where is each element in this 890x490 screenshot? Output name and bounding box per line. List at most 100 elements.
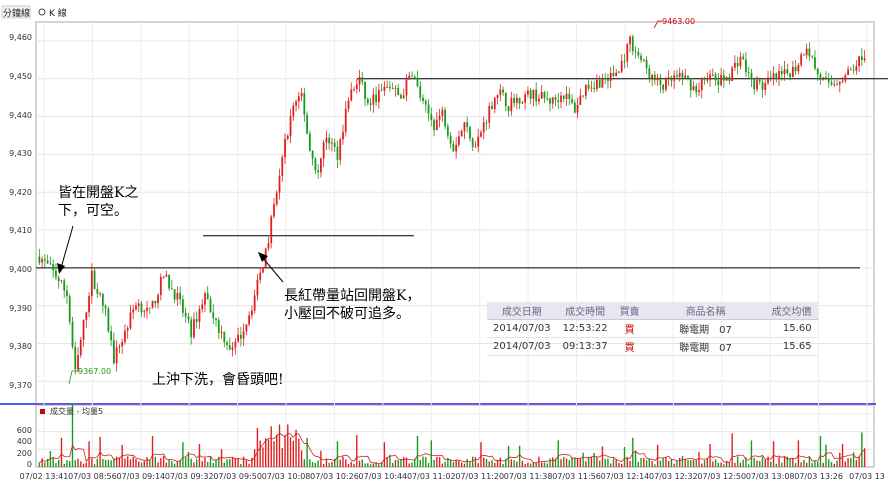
- y-axis: 9,460 9,450 9,440 9,430 9,420 9,410 9,40…: [9, 33, 32, 390]
- x-axis: 07/02 13:41 07/03 08:56 07/03 09:14 07/03 0…: [20, 472, 885, 481]
- candle-body: [231, 347, 234, 350]
- candle-body: [408, 75, 411, 80]
- volume-bar: [447, 457, 449, 467]
- candle-body: [676, 75, 678, 77]
- candle-body: [659, 77, 662, 85]
- candle-body: [833, 84, 836, 86]
- volume-bar: [516, 461, 518, 467]
- candle-body: [474, 146, 477, 148]
- trade-product: 聯電期 07: [645, 319, 766, 338]
- volume-bar: [444, 461, 446, 467]
- trade-side: 買: [613, 337, 646, 356]
- candle-body: [372, 94, 375, 105]
- kline-radio-icon[interactable]: [38, 8, 46, 16]
- volume-bar: [190, 458, 192, 467]
- candle-body: [350, 89, 353, 101]
- volume-bar: [196, 459, 198, 467]
- candle-body: [463, 122, 466, 132]
- candle-body: [789, 73, 791, 78]
- volume-bar: [303, 459, 306, 467]
- candle-body: [502, 89, 504, 93]
- candle-body: [841, 80, 844, 83]
- candle-body: [366, 98, 369, 104]
- volume-bar: [736, 456, 739, 467]
- candle-body: [722, 75, 725, 81]
- candle-body: [598, 79, 601, 88]
- y-tick: 9,420: [9, 188, 32, 197]
- candle-body: [44, 259, 46, 261]
- candle-body: [184, 312, 187, 317]
- candle-body: [584, 84, 587, 96]
- volume-bar: [576, 458, 579, 467]
- volume-bar: [582, 452, 584, 467]
- candle-body: [375, 94, 377, 103]
- candle-body: [344, 108, 347, 132]
- candle-body: [441, 109, 444, 116]
- candle-body: [146, 307, 148, 312]
- candle-body: [540, 92, 543, 99]
- volume-bar: [378, 464, 380, 467]
- candle-body: [239, 334, 242, 339]
- volume-bar: [717, 462, 720, 467]
- volume-bar: [278, 424, 281, 467]
- volume-bar: [645, 460, 648, 467]
- table-row[interactable]: 2014/07/03 12:53:22 買 聯電期 07 15.60: [487, 319, 818, 338]
- volume-bar: [488, 461, 490, 467]
- x-tick: 07/03 13:08: [746, 472, 795, 481]
- candle-body: [223, 331, 226, 343]
- volume-bar: [850, 457, 852, 467]
- candle-body: [93, 270, 96, 289]
- volume-bar: [328, 462, 330, 467]
- volume-bar: [184, 457, 187, 467]
- volume-bar: [472, 456, 474, 467]
- candle-body: [151, 300, 154, 308]
- candle-body: [165, 274, 168, 277]
- volume-bar: [154, 456, 156, 467]
- volume-bar: [52, 457, 54, 467]
- volume-bar: [449, 459, 452, 467]
- candle-body: [148, 307, 151, 309]
- volume-bar: [441, 463, 444, 467]
- volume-bar: [391, 462, 394, 467]
- header-tab[interactable]: [1, 5, 31, 19]
- candle-body: [126, 328, 129, 331]
- volume-bar: [692, 459, 695, 467]
- volume-bar: [648, 458, 651, 467]
- candle-body: [576, 104, 579, 113]
- candle-body: [270, 216, 273, 244]
- candle-body: [74, 346, 77, 370]
- volume-bar: [623, 447, 626, 467]
- volume-bar: [830, 461, 833, 467]
- volume-bar: [383, 442, 386, 467]
- candle-body: [286, 135, 289, 139]
- candle-body: [488, 105, 491, 123]
- volume-bar: [63, 463, 65, 467]
- volume-bar: [138, 461, 140, 467]
- volume-bar: [460, 462, 463, 467]
- volume-bar: [389, 454, 391, 467]
- volume-bar: [786, 456, 789, 467]
- volume-bar: [157, 462, 159, 467]
- volume-bar: [527, 462, 529, 467]
- candle-body: [402, 95, 405, 99]
- candle-body: [400, 95, 402, 99]
- x-tick: 07/03 11:56: [552, 472, 601, 481]
- candle-body: [775, 73, 778, 79]
- candle-body: [68, 296, 71, 322]
- high-price-label: 9463.00: [662, 17, 695, 26]
- volume-bar: [96, 458, 99, 467]
- volume-bar: [74, 460, 76, 467]
- x-tick: 07/03 12:14: [601, 472, 650, 481]
- candle-body: [182, 299, 184, 313]
- candle-body: [477, 136, 480, 147]
- candle-body: [99, 293, 101, 295]
- candle-body: [289, 116, 292, 136]
- volume-bar: [102, 458, 104, 467]
- volume-bar: [151, 436, 154, 467]
- table-row[interactable]: 2014/07/03 09:13:37 買 聯電期 07 15.65: [487, 337, 818, 356]
- candle-body: [734, 62, 736, 68]
- candle-body: [430, 113, 433, 121]
- candle-body: [143, 311, 146, 313]
- col-product: 商品名稱: [645, 302, 766, 320]
- candle-body: [322, 142, 325, 159]
